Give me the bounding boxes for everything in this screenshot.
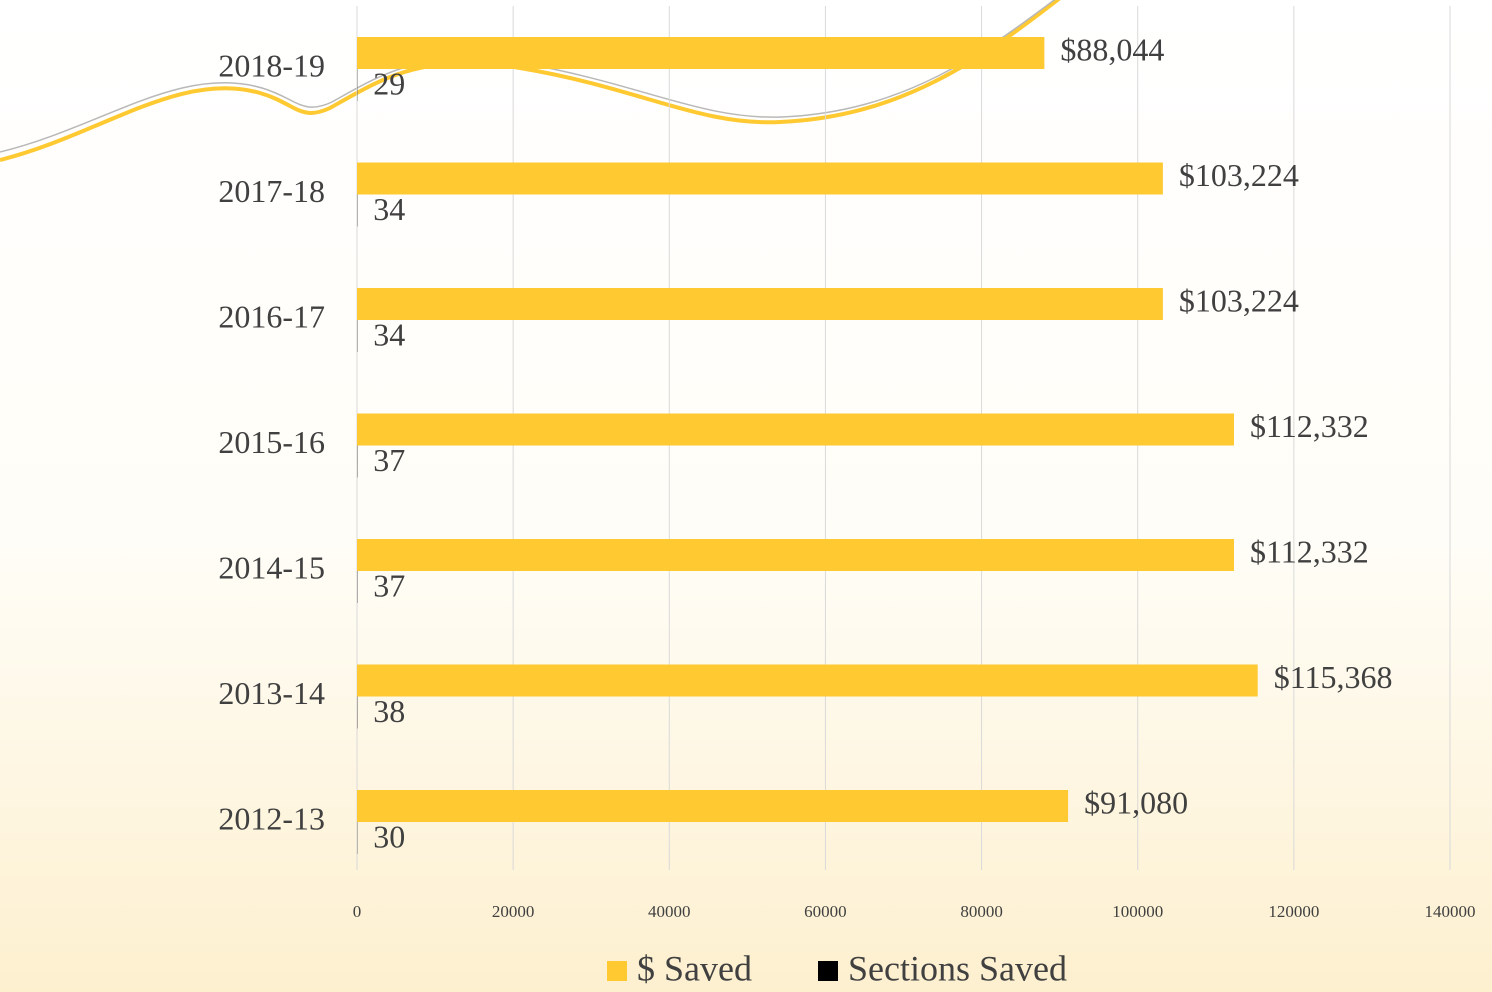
x-tick-label: 40000 <box>648 902 691 921</box>
bar <box>357 539 1234 571</box>
bar <box>357 790 1069 822</box>
data-label: 30 <box>373 818 405 854</box>
data-label: $91,080 <box>1084 784 1188 820</box>
x-tick-label: 120000 <box>1268 902 1319 921</box>
legend-label: $ Saved <box>637 948 752 988</box>
y-tick-label: 2015-16 <box>218 424 325 460</box>
y-tick-label: 2013-14 <box>218 675 325 711</box>
data-label: $112,332 <box>1250 533 1369 569</box>
x-tick-label: 80000 <box>960 902 1003 921</box>
data-label: 38 <box>373 693 405 729</box>
bar <box>357 413 1234 446</box>
data-label: $115,368 <box>1274 659 1393 695</box>
data-label: $103,224 <box>1179 157 1299 193</box>
x-tick-label: 100000 <box>1112 902 1163 921</box>
bar <box>357 664 1258 697</box>
grid: 0 20000 40000 60000 80000 100000 120000 140000 <box>353 6 1476 921</box>
y-tick-label: 2016-17 <box>218 298 325 334</box>
x-tick-label: 0 <box>353 902 362 921</box>
legend-swatch <box>607 961 627 981</box>
data-label: 34 <box>373 316 405 352</box>
data-label: 37 <box>373 567 405 603</box>
x-tick-label: 60000 <box>804 902 847 921</box>
y-tick-label: 2018-19 <box>218 47 325 83</box>
data-label: 29 <box>373 65 405 101</box>
data-label: $103,224 <box>1179 282 1299 318</box>
legend-label: Sections Saved <box>848 948 1067 988</box>
bar <box>357 162 1163 195</box>
data-label: 34 <box>373 191 405 227</box>
legend-swatch <box>818 961 838 981</box>
legend: $ Saved Sections Saved <box>607 948 1067 988</box>
data-label: $88,044 <box>1060 31 1164 67</box>
plot: 2018-19 $88,044 29 2017-18 $103,224 34 2016-17… <box>218 31 1392 854</box>
data-label: 37 <box>373 442 405 478</box>
y-tick-label: 2014-15 <box>218 549 325 585</box>
x-tick-label: 140000 <box>1425 902 1476 921</box>
bar <box>357 37 1045 69</box>
data-label: $112,332 <box>1250 408 1369 444</box>
y-tick-label: 2012-13 <box>218 800 325 836</box>
y-tick-label: 2017-18 <box>218 173 325 209</box>
bar <box>357 288 1163 320</box>
x-tick-label: 20000 <box>492 902 535 921</box>
